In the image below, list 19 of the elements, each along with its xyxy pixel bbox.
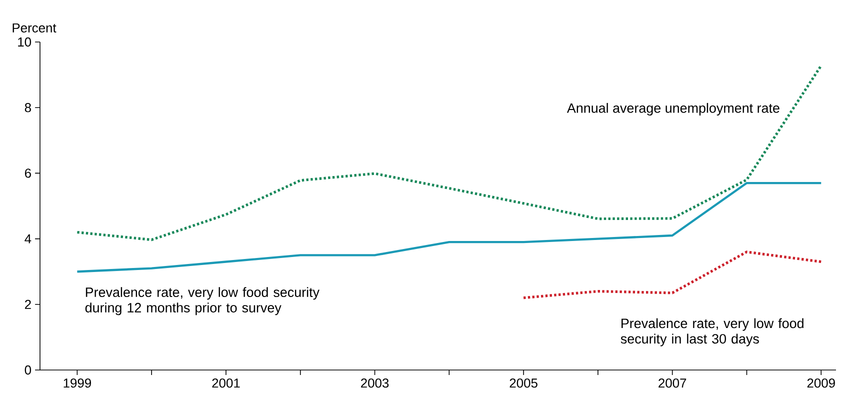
line-series <box>76 64 822 242</box>
x-tick-label: 2005 <box>510 378 538 388</box>
x-tick-label: 2003 <box>361 378 389 388</box>
x-tick-label: 2001 <box>212 378 240 388</box>
series-label: Prevalence rate, very low food security in last 30 days <box>620 318 804 346</box>
y-tick-label: 8 <box>24 103 31 112</box>
series-label: Prevalence rate, very low food security during 12 months prior to survey <box>85 287 320 316</box>
y-tick-label: 2 <box>24 300 31 309</box>
x-tick-label: 1999 <box>64 378 91 388</box>
line-series <box>76 182 822 273</box>
y-axis-title: Percent <box>12 23 56 32</box>
y-tick-label: 4 <box>24 234 32 244</box>
y-tick-label: 6 <box>24 168 31 178</box>
series-label: Annual average unemployment rate <box>566 102 780 116</box>
x-tick-label: 2007 <box>658 378 686 388</box>
y-tick-label: 10 <box>18 37 32 47</box>
y-tick-label: 0 <box>24 365 32 375</box>
line-series <box>522 250 822 300</box>
x-tick-label: 2009 <box>807 378 835 388</box>
